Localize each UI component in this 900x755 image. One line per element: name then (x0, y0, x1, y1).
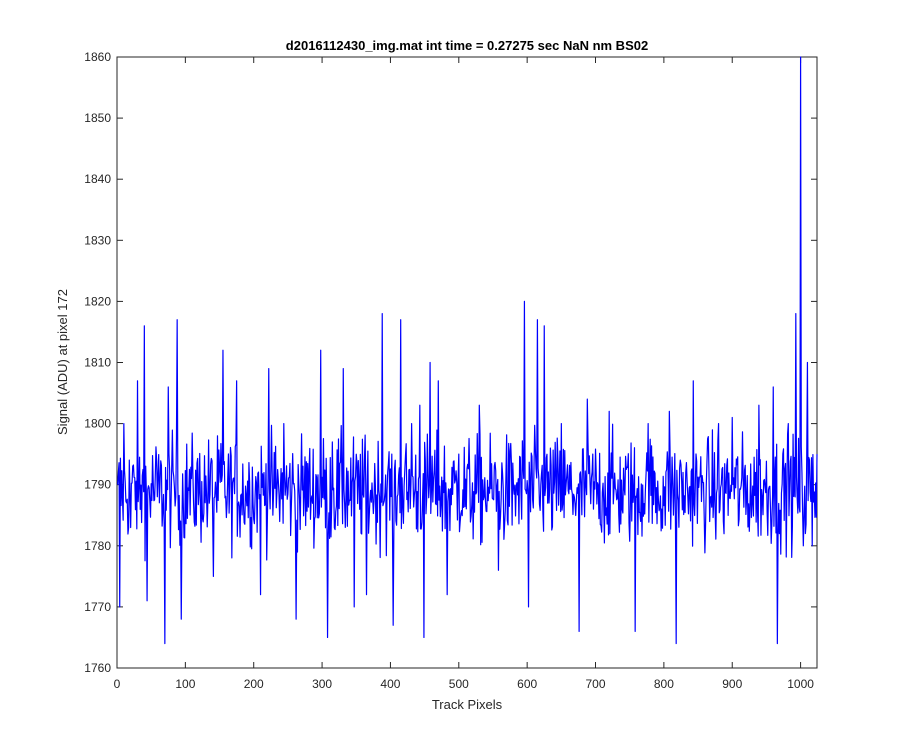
signal-series-line (117, 56, 818, 645)
x-tick-label: 0 (114, 677, 121, 691)
y-axis-label: Signal (ADU) at pixel 172 (55, 289, 70, 435)
y-tick-label: 1850 (84, 111, 111, 125)
x-axis-label: Track Pixels (432, 697, 503, 712)
axes-box (116, 56, 818, 669)
y-tick-label: 1820 (84, 294, 111, 308)
y-tick-label: 1770 (84, 600, 111, 614)
x-tick-label: 600 (517, 677, 537, 691)
y-tick-label: 1830 (84, 233, 111, 247)
y-tick-label: 1790 (84, 478, 111, 492)
x-axis: 0 100 200 300 400 500 600 700 800 900 1000 (114, 57, 814, 691)
y-tick-label: 1780 (84, 539, 111, 553)
x-tick-label: 800 (654, 677, 674, 691)
x-tick-label: 200 (244, 677, 264, 691)
y-axis: 1760 1770 1780 1790 1800 1810 1820 1830 1840 1850… (84, 50, 817, 675)
x-tick-label: 300 (312, 677, 332, 691)
y-tick-label: 1760 (84, 661, 111, 675)
y-tick-label: 1840 (84, 172, 111, 186)
plot-area: 0 100 200 300 400 500 600 700 800 900 1000 1760 177… (84, 50, 818, 691)
y-tick-label: 1810 (84, 356, 111, 370)
y-tick-label: 1860 (84, 50, 111, 64)
x-tick-label: 1000 (787, 677, 814, 691)
x-tick-label: 400 (380, 677, 400, 691)
chart-title: d2016112430_img.mat int time = 0.27275 s… (286, 38, 648, 53)
x-tick-label: 100 (175, 677, 195, 691)
x-tick-label: 900 (722, 677, 742, 691)
x-tick-label: 500 (449, 677, 469, 691)
x-tick-label: 700 (586, 677, 606, 691)
y-tick-label: 1800 (84, 417, 111, 431)
